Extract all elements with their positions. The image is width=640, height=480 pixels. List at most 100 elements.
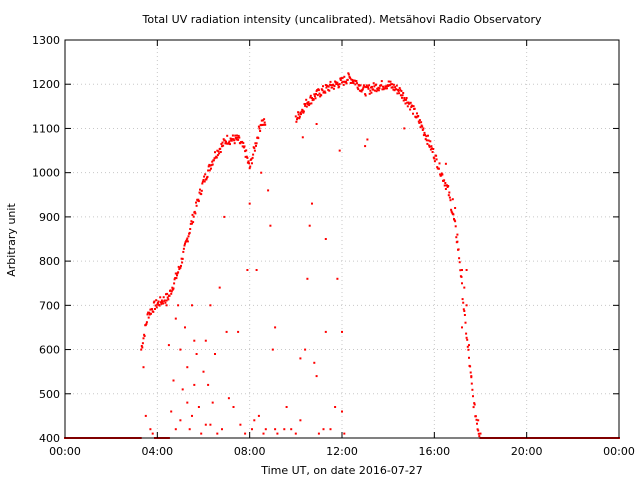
data-point: [409, 101, 412, 104]
data-point: [235, 138, 238, 141]
data-point: [438, 162, 441, 165]
data-point: [239, 423, 242, 426]
data-point: [405, 97, 408, 99]
data-point: [329, 428, 332, 431]
data-point: [257, 414, 260, 417]
data-point: [209, 423, 212, 426]
data-point: [143, 335, 146, 337]
data-point: [246, 269, 249, 271]
data-point: [410, 106, 413, 108]
data-point: [222, 138, 225, 141]
data-point: [444, 162, 447, 165]
data-point: [191, 414, 193, 417]
data-point: [436, 166, 439, 169]
data-point: [401, 96, 403, 99]
data-point: [160, 299, 163, 302]
data-point: [383, 87, 386, 90]
data-point: [400, 90, 403, 92]
data-point: [403, 97, 406, 99]
data-point: [311, 202, 313, 205]
data-point: [285, 406, 288, 408]
data-point: [362, 86, 365, 89]
data-point: [376, 87, 379, 90]
data-point: [227, 142, 230, 145]
data-point: [421, 125, 424, 128]
data-point: [174, 317, 177, 320]
data-point: [428, 144, 431, 147]
data-point: [302, 110, 305, 113]
data-point: [211, 401, 214, 404]
y-tick-label: 1300: [32, 34, 60, 47]
data-point: [257, 137, 260, 140]
data-point: [356, 86, 359, 89]
data-point: [154, 308, 156, 310]
data-point: [453, 218, 455, 220]
data-point: [177, 265, 180, 268]
data-point: [317, 432, 320, 435]
data-point: [232, 406, 235, 408]
data-point: [242, 142, 245, 144]
data-point: [466, 345, 469, 348]
data-point: [314, 97, 317, 100]
data-point: [437, 167, 440, 170]
data-point: [443, 179, 446, 182]
data-point: [477, 419, 480, 422]
data-point: [218, 286, 221, 289]
data-point: [391, 86, 394, 89]
data-point: [229, 143, 231, 146]
data-point: [186, 240, 189, 243]
data-point: [216, 149, 219, 152]
y-tick-label: 1000: [32, 167, 60, 180]
data-point: [259, 130, 262, 132]
data-point: [305, 105, 308, 108]
data-point: [251, 156, 254, 159]
data-point: [169, 289, 172, 292]
data-point: [384, 87, 387, 90]
data-point: [397, 88, 399, 91]
data-point: [193, 339, 196, 342]
data-point: [253, 149, 256, 152]
data-point: [274, 428, 277, 431]
data-point: [222, 144, 225, 147]
data-point: [397, 90, 400, 92]
data-point: [296, 118, 298, 121]
data-point: [216, 432, 219, 435]
data-point: [189, 222, 192, 225]
data-point: [401, 94, 404, 97]
data-point: [328, 89, 331, 92]
data-point: [458, 257, 461, 260]
data-point: [299, 111, 302, 114]
data-point: [290, 428, 293, 431]
data-point: [300, 113, 302, 116]
data-point: [466, 338, 469, 341]
data-point: [255, 142, 258, 145]
data-point: [166, 296, 169, 299]
data-point: [411, 105, 414, 107]
data-point: [177, 304, 180, 307]
data-point: [446, 184, 448, 187]
data-point: [422, 134, 425, 137]
x-tick-labels: 00:00 04:00 08:00 12:00 16:00 20:00 00:00: [49, 445, 635, 458]
data-point: [447, 194, 450, 197]
data-point: [173, 282, 176, 285]
data-point: [444, 188, 447, 190]
y-tick-labels: 400 500 600 700 800 900 1000 1100 1200 1300: [32, 34, 60, 445]
data-point: [251, 428, 253, 431]
data-point: [423, 131, 426, 134]
data-point: [375, 83, 377, 86]
data-point: [429, 148, 432, 151]
data-point: [186, 401, 189, 404]
data-point: [448, 196, 451, 199]
data-point: [380, 84, 383, 87]
data-point: [306, 277, 309, 280]
data-point: [386, 87, 388, 90]
data-point: [365, 84, 368, 87]
data-point: [260, 171, 263, 174]
data-point: [332, 83, 335, 86]
data-point: [424, 133, 427, 136]
data-point: [263, 121, 266, 124]
data-point: [347, 73, 350, 76]
data-point: [398, 92, 401, 95]
data-point: [188, 231, 191, 234]
data-point: [462, 301, 465, 304]
